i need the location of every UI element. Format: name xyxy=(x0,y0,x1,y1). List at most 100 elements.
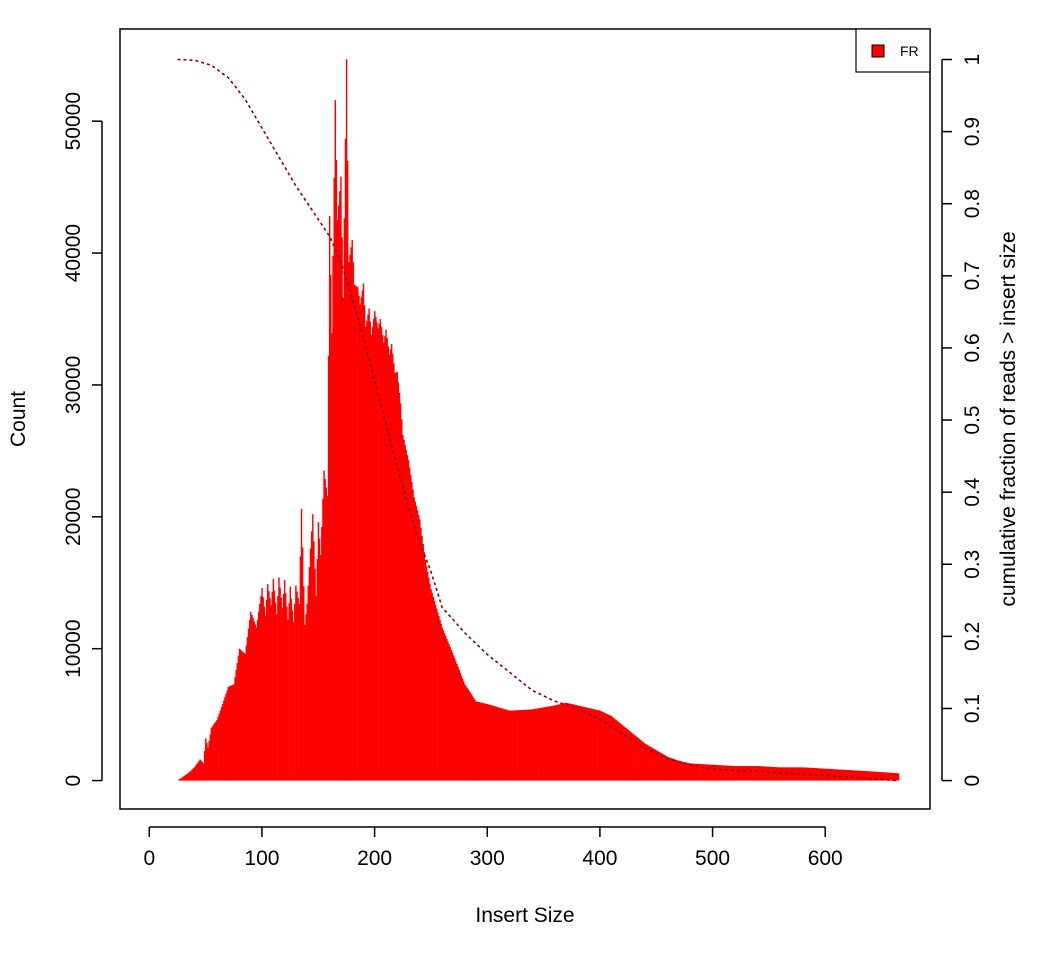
histogram-bar xyxy=(263,606,266,781)
histogram-bar xyxy=(517,710,519,781)
histogram-bar xyxy=(352,262,355,781)
histogram-bar xyxy=(371,326,374,781)
histogram-bar xyxy=(420,527,422,781)
histogram-bar xyxy=(761,766,764,781)
histogram-bar xyxy=(805,767,807,781)
histogram-bar xyxy=(393,363,395,781)
histogram-bar xyxy=(633,734,635,781)
histogram-bar xyxy=(581,706,583,781)
histogram-bar xyxy=(727,765,730,781)
histogram-bar xyxy=(653,748,655,781)
histogram-bar xyxy=(193,767,196,781)
histogram-bar xyxy=(215,721,217,781)
histogram-bar xyxy=(555,705,557,781)
histogram-bar xyxy=(687,762,689,781)
histogram-bar xyxy=(877,771,880,781)
histogram-bar xyxy=(736,766,739,781)
histogram-bar xyxy=(615,719,617,781)
histogram-bar xyxy=(203,750,206,781)
histogram-bar xyxy=(782,767,785,781)
histogram-bar xyxy=(726,765,729,781)
histogram-bar xyxy=(339,191,341,781)
histogram-bar xyxy=(661,753,663,781)
histogram-bar xyxy=(632,733,634,781)
histogram-bar xyxy=(527,709,529,781)
histogram-bar xyxy=(479,702,482,781)
histogram-bar xyxy=(437,612,439,781)
histogram-bar xyxy=(182,776,184,781)
histogram-bar xyxy=(503,709,506,781)
histogram-bar xyxy=(714,764,716,781)
histogram-bar xyxy=(370,334,373,781)
histogram-bar xyxy=(386,337,388,781)
histogram-bar xyxy=(288,603,290,781)
histogram-bar xyxy=(764,766,767,781)
histogram-bar xyxy=(657,751,660,781)
histogram-bar xyxy=(234,677,236,781)
histogram-bar xyxy=(513,710,516,781)
histogram-bar xyxy=(585,707,588,781)
histogram-bar xyxy=(405,450,408,781)
histogram-bar xyxy=(297,597,299,781)
histogram-bar xyxy=(508,710,510,781)
histogram-bar xyxy=(360,297,362,781)
histogram-bar xyxy=(547,706,549,781)
histogram-bar xyxy=(481,702,483,781)
histogram-bar xyxy=(712,764,714,781)
histogram-bar xyxy=(848,770,850,781)
histogram-bar xyxy=(404,445,406,781)
histogram-bar xyxy=(194,765,197,781)
histogram-bar xyxy=(844,769,847,781)
histogram-bar xyxy=(893,773,895,781)
histogram-bar xyxy=(860,770,863,781)
histogram-bar xyxy=(888,772,891,781)
y-tick-label: 10000 xyxy=(62,619,85,677)
histogram-bar xyxy=(577,705,580,781)
histogram-bar xyxy=(595,709,598,781)
histogram-bar xyxy=(604,713,607,781)
histogram-bar xyxy=(452,655,455,781)
histogram-bar xyxy=(817,768,820,781)
histogram-bar xyxy=(530,709,533,781)
histogram-bar xyxy=(318,538,321,781)
histogram-bar xyxy=(570,703,572,781)
histogram-bar xyxy=(381,334,384,781)
histogram-bar xyxy=(744,766,747,781)
histogram-bar xyxy=(742,766,744,781)
histogram-bar xyxy=(880,772,883,781)
histogram-bar xyxy=(696,763,698,781)
histogram-bar xyxy=(549,706,552,781)
histogram-bar xyxy=(862,770,865,781)
histogram-bar xyxy=(680,761,682,781)
histogram-bar xyxy=(580,706,582,781)
y2-tick-label: 0.5 xyxy=(961,405,984,434)
histogram-bar xyxy=(612,717,615,781)
histogram-bar xyxy=(891,772,893,781)
histogram-bar xyxy=(509,710,511,781)
x-axis-title: Insert Size xyxy=(475,904,574,927)
histogram-bar xyxy=(198,761,200,781)
histogram-bar xyxy=(586,707,589,781)
histogram-bar xyxy=(518,710,520,781)
x-tick-label: 300 xyxy=(470,847,505,870)
histogram-bar xyxy=(209,734,211,781)
histogram-bar xyxy=(283,580,286,781)
histogram-bar xyxy=(426,571,429,781)
histogram-bar xyxy=(561,703,563,781)
x-tick-label: 100 xyxy=(244,847,279,870)
histogram-bar xyxy=(258,611,260,781)
histogram-bar xyxy=(447,641,449,781)
histogram-bar xyxy=(786,767,788,781)
histogram-bar xyxy=(686,762,688,781)
histogram-bar xyxy=(789,767,792,781)
histogram-bar xyxy=(754,766,757,781)
histogram-bar xyxy=(611,716,614,781)
histogram-bar xyxy=(205,738,207,781)
histogram-bar xyxy=(665,756,668,781)
histogram-bar xyxy=(190,770,192,781)
histogram-bar xyxy=(737,766,740,781)
histogram-bar xyxy=(366,320,368,781)
histogram-bar xyxy=(866,771,868,781)
histogram-bar xyxy=(730,765,732,781)
histogram-bar xyxy=(706,764,708,781)
